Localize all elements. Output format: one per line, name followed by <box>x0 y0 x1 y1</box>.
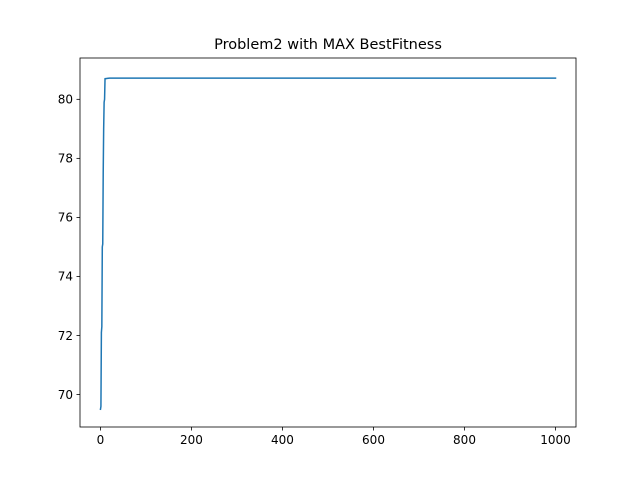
x-tick-label: 0 <box>97 433 105 447</box>
plot-area <box>99 77 557 411</box>
y-tick-label: 72 <box>58 329 73 343</box>
y-tick-label: 78 <box>58 152 73 166</box>
x-tick-label: 600 <box>362 433 385 447</box>
x-tick-label: 800 <box>453 433 476 447</box>
x-tick-label: 400 <box>271 433 294 447</box>
y-tick-label: 74 <box>58 270 73 284</box>
axes-frame <box>79 57 577 428</box>
y-tick-label: 80 <box>58 93 73 107</box>
chart-title: Problem2 with MAX BestFitness <box>214 37 442 53</box>
y-tick-label: 70 <box>58 388 73 402</box>
axes: 0 200 400 600 800 1000 70 72 74 76 78 80 <box>58 57 577 447</box>
x-tick-label: 1000 <box>540 433 571 447</box>
x-tick-label: 200 <box>180 433 203 447</box>
series-line-0 <box>99 77 557 411</box>
y-tick-label: 76 <box>58 211 73 225</box>
